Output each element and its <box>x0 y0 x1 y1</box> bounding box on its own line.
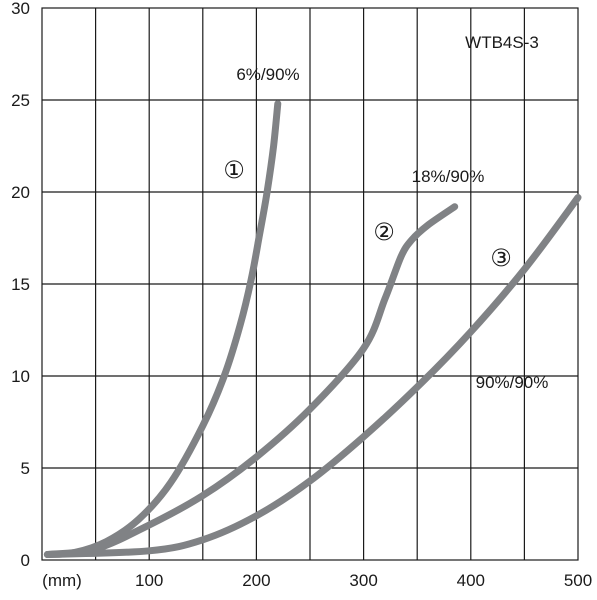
series-label-1: 6%/90% <box>236 65 299 84</box>
labels: 0 5 10 15 20 25 30 (mm) 100 200 300 400 500 WTB4S-3 6%… <box>11 0 592 590</box>
y-tick-label: 5 <box>21 459 30 478</box>
y-tick-label: 0 <box>21 551 30 570</box>
x-tick-label: 500 <box>564 571 592 590</box>
series-line-2 <box>43 203 459 558</box>
series-marker-3: ③ <box>490 244 512 272</box>
y-tick-label: 20 <box>11 183 30 202</box>
curves <box>43 100 582 558</box>
y-tick-label: 10 <box>11 367 30 386</box>
y-tick-label: 15 <box>11 275 30 294</box>
x-unit-label: (mm) <box>42 571 82 590</box>
series-label-2: 18%/90% <box>412 167 485 186</box>
series-marker-1: ① <box>223 156 245 184</box>
series-marker-2: ② <box>373 218 395 246</box>
series-label-3: 90%/90% <box>476 373 549 392</box>
x-tick-label: 400 <box>457 571 485 590</box>
y-tick-label: 25 <box>11 91 30 110</box>
series-line-3 <box>43 194 582 558</box>
x-tick-label: 300 <box>349 571 377 590</box>
grid <box>41 7 579 561</box>
y-tick-label: 30 <box>11 0 30 18</box>
x-tick-label: 200 <box>242 571 270 590</box>
x-tick-label: 100 <box>135 571 163 590</box>
chart-title: WTB4S-3 <box>465 33 539 52</box>
